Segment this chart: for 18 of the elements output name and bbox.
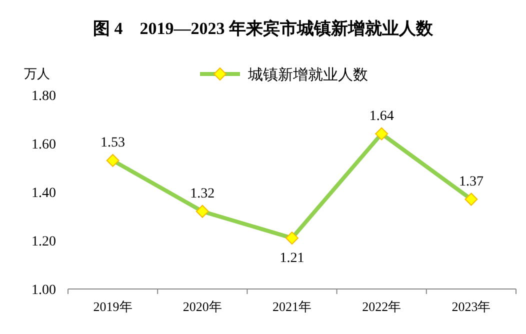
chart-title: 图 4 2019—2023 年来宾市城镇新增就业人数 xyxy=(93,19,434,38)
y-tick-label: 1.20 xyxy=(32,234,56,250)
x-tick-label: 2019年 xyxy=(93,299,132,314)
legend-label: 城镇新增就业人数 xyxy=(247,66,368,84)
data-label: 1.32 xyxy=(190,186,215,202)
y-axis-title: 万人 xyxy=(24,66,50,81)
x-tick-label: 2020年 xyxy=(182,299,222,314)
y-tick-label: 1.60 xyxy=(32,137,56,152)
y-tick-label: 1.00 xyxy=(32,282,56,298)
data-label: 1.53 xyxy=(100,135,126,150)
x-tick-label: 2021年 xyxy=(272,299,312,314)
y-tick-label: 1.80 xyxy=(32,88,56,104)
y-tick-label: 1.40 xyxy=(32,186,56,201)
data-label: 1.37 xyxy=(458,174,484,190)
x-tick-label: 2022年 xyxy=(362,299,402,314)
data-label: 1.64 xyxy=(369,108,394,124)
x-tick-label: 2023年 xyxy=(452,299,491,314)
data-label: 1.21 xyxy=(280,251,304,266)
